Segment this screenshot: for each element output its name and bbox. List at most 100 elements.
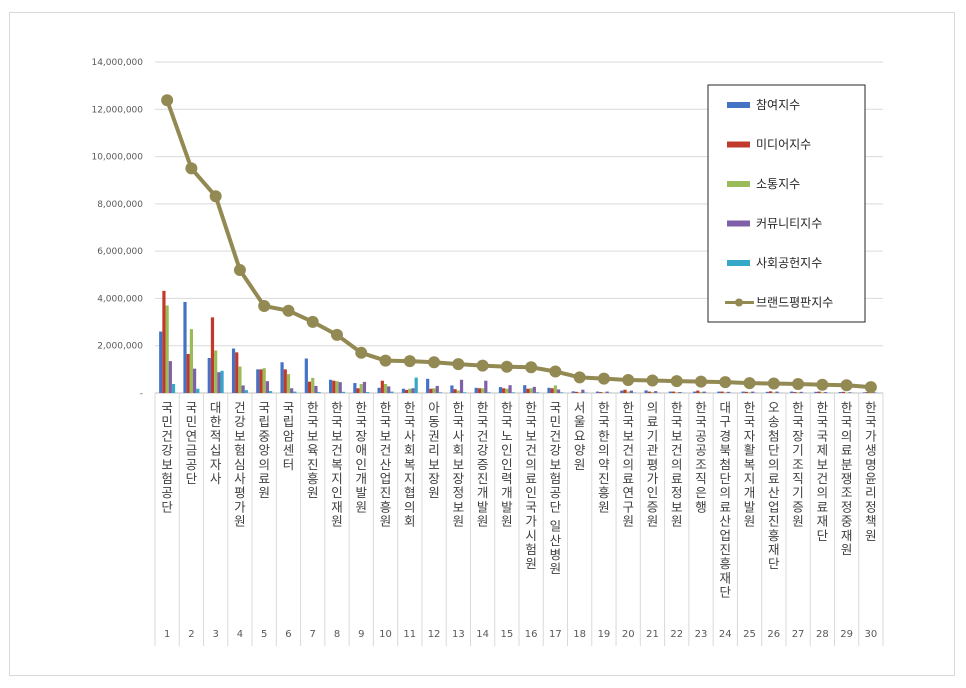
y-tick-label: 4,000,000 <box>97 294 143 304</box>
bar-참여지수 <box>547 387 551 393</box>
bar-사회공헌지수 <box>511 392 515 393</box>
bar-미디어지수 <box>332 380 336 393</box>
bar-소통지수 <box>214 350 218 393</box>
legend-swatch <box>727 181 750 187</box>
bar-커뮤니티지수 <box>362 381 367 393</box>
bar-미디어지수 <box>307 381 312 393</box>
point-브랜드평판지수 <box>209 190 222 203</box>
bar-미디어지수 <box>210 317 215 393</box>
legend-swatch-marker <box>735 298 743 307</box>
bar-참여지수 <box>644 390 648 393</box>
bar-커뮤니티지수 <box>290 388 294 393</box>
bar-미디어지수 <box>405 389 409 393</box>
rank-label: 24 <box>719 629 732 640</box>
rank-label: 26 <box>767 629 780 640</box>
rank-label: 12 <box>428 629 441 640</box>
bar-커뮤니티지수 <box>702 391 706 393</box>
rank-label: 19 <box>598 629 611 640</box>
rank-label: 13 <box>452 629 465 640</box>
bar-커뮤니티지수 <box>678 392 682 393</box>
rank-label: 23 <box>695 629 708 640</box>
bar-소통지수 <box>505 388 509 393</box>
point-브랜드평판지수 <box>767 377 780 390</box>
rank-label: 14 <box>476 629 489 640</box>
bar-참여지수 <box>426 378 430 393</box>
bar-커뮤니티지수 <box>823 392 828 393</box>
bar-미디어지수 <box>793 392 797 393</box>
rank-label: 17 <box>549 629 562 640</box>
point-브랜드평판지수 <box>719 376 732 389</box>
rank-label: 7 <box>310 629 316 640</box>
bar-사회공헌지수 <box>293 391 297 393</box>
bar-소통지수 <box>650 392 655 393</box>
bar-미디어지수 <box>671 391 676 393</box>
rank-label: 6 <box>285 629 291 640</box>
bar-참여지수 <box>717 391 721 393</box>
bar-미디어지수 <box>162 290 166 393</box>
point-브랜드평판지수 <box>500 360 513 373</box>
bar-사회공헌지수 <box>269 391 273 393</box>
bar-커뮤니티지수 <box>193 368 197 393</box>
bar-사회공헌지수 <box>366 392 370 393</box>
bar-미디어지수 <box>453 389 457 393</box>
bar-소통지수 <box>675 392 679 393</box>
bar-미디어지수 <box>574 391 579 393</box>
legend-label: 브랜드평판지수 <box>756 296 833 310</box>
point-브랜드평판지수 <box>525 361 538 374</box>
rank-label: 15 <box>500 629 513 640</box>
bar-소통지수 <box>189 329 193 393</box>
bar-참여지수 <box>377 387 381 393</box>
bar-참여지수 <box>571 391 575 393</box>
bar-미디어지수 <box>866 392 870 393</box>
bar-사회공헌지수 <box>341 391 345 393</box>
point-브랜드평판지수 <box>840 379 853 392</box>
bar-사회공헌지수 <box>535 392 540 393</box>
bar-참여지수 <box>620 390 624 393</box>
bar-소통지수 <box>456 390 460 393</box>
bar-사회공헌지수 <box>171 384 176 393</box>
bar-참여지수 <box>765 391 769 393</box>
bar-참여지수 <box>304 358 308 393</box>
point-브랜드평판지수 <box>476 359 489 372</box>
legend-swatch <box>727 141 750 148</box>
bar-미디어지수 <box>380 380 384 393</box>
bar-커뮤니티지수 <box>459 379 464 393</box>
bar-커뮤니티지수 <box>654 391 658 393</box>
bar-참여지수 <box>838 392 842 393</box>
bar-커뮤니티지수 <box>314 385 318 393</box>
rank-label: 22 <box>670 629 683 640</box>
point-브랜드평판지수 <box>573 371 586 384</box>
point-브랜드평판지수 <box>816 378 829 391</box>
bar-커뮤니티지수 <box>872 392 876 393</box>
bar-커뮤니티지수 <box>338 382 342 393</box>
rank-label: 18 <box>573 629 586 640</box>
rank-label: 27 <box>792 629 805 640</box>
bar-미디어지수 <box>502 388 506 393</box>
bar-소통지수 <box>238 366 242 393</box>
bar-사회공헌지수 <box>317 392 321 393</box>
bar-미디어지수 <box>744 391 748 393</box>
bar-미디어지수 <box>647 391 651 393</box>
bar-커뮤니티지수 <box>605 391 609 393</box>
bar-소통지수 <box>820 392 824 393</box>
bar-미디어지수 <box>769 391 773 393</box>
point-브랜드평판지수 <box>331 328 343 341</box>
bar-참여지수 <box>862 392 867 393</box>
bar-소통지수 <box>335 381 339 393</box>
bar-소통지수 <box>723 392 727 393</box>
y-tick-label: 8,000,000 <box>97 200 143 210</box>
bar-참여지수 <box>159 331 163 393</box>
bar-미디어지수 <box>429 388 433 393</box>
